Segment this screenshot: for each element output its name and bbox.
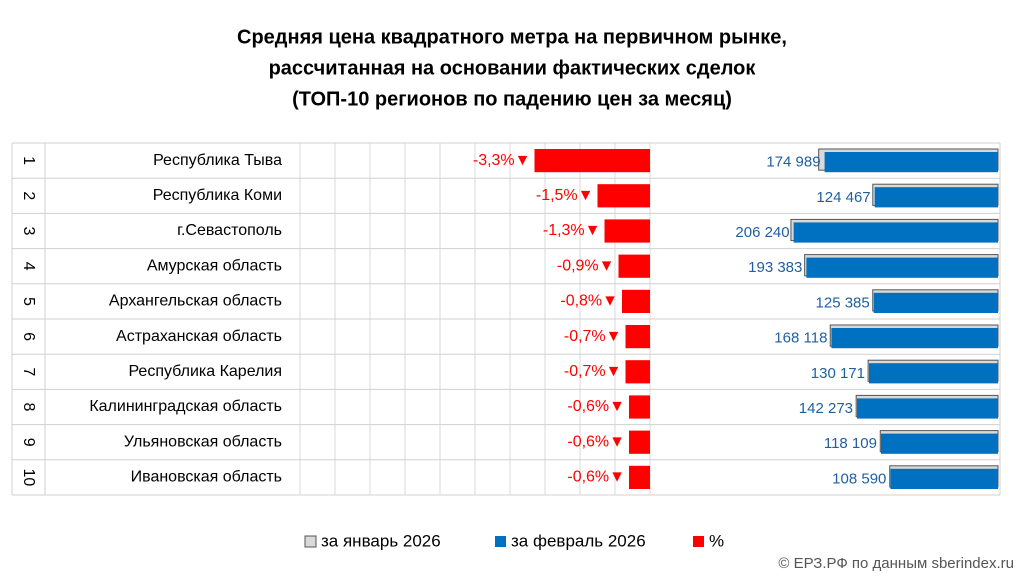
value-label: 130 171 — [811, 365, 865, 382]
value-label: 168 118 — [774, 330, 827, 347]
chart-title: (ТОП-10 регионов по падению цен за месяц… — [292, 88, 732, 110]
chart-title: Средняя цена квадратного метра на первич… — [237, 26, 787, 48]
value-label: -3,3%▼ — [473, 152, 531, 169]
value-label: 108 590 — [832, 470, 886, 487]
value-label: 124 467 — [816, 189, 870, 206]
bar — [874, 187, 998, 208]
legend-swatch — [304, 535, 317, 548]
value-label: -0,7%▼ — [564, 328, 622, 345]
category-label: г.Севастополь — [177, 222, 282, 239]
value-label: 142 273 — [799, 400, 853, 417]
bar — [618, 254, 650, 278]
row-number: 2 — [20, 191, 37, 200]
legend-label: за февраль 2026 — [511, 531, 646, 550]
legend-label: за январь 2026 — [321, 531, 441, 550]
bar — [629, 430, 650, 454]
value-label: -1,3%▼ — [543, 222, 601, 239]
value-label: -0,6%▼ — [567, 433, 625, 450]
bar — [857, 398, 998, 419]
bar — [625, 360, 650, 384]
value-label: -0,8%▼ — [560, 293, 618, 310]
category-label: Амурская область — [147, 257, 282, 274]
category-label: Республика Тыва — [153, 152, 282, 169]
bar — [622, 289, 650, 313]
category-label: Калининградская область — [89, 398, 282, 415]
bar — [869, 363, 998, 384]
row-number: 9 — [20, 438, 37, 447]
bar — [806, 257, 998, 278]
value-label: -0,9%▼ — [557, 257, 615, 274]
bar — [793, 222, 998, 243]
row-number: 6 — [20, 332, 37, 341]
value-label: 206 240 — [735, 224, 789, 241]
row-number: 8 — [20, 403, 37, 412]
bar — [629, 465, 650, 489]
category-label: Ульяновская область — [124, 433, 282, 450]
bar — [880, 433, 998, 454]
row-number: 1 — [20, 156, 37, 165]
row-number: 10 — [20, 469, 37, 487]
bar — [824, 152, 998, 173]
row-number: 7 — [20, 367, 37, 376]
chart-title: рассчитанная на основании фактических сд… — [269, 57, 757, 79]
legend-label: % — [709, 531, 724, 550]
bar — [831, 328, 998, 349]
legend-swatch — [495, 536, 506, 547]
bar — [597, 184, 650, 208]
value-label: -0,7%▼ — [564, 363, 622, 380]
value-label: -1,5%▼ — [536, 187, 594, 204]
value-label: 193 383 — [748, 259, 802, 276]
category-label: Ивановская область — [131, 469, 282, 486]
value-label: 174 989 — [766, 154, 820, 171]
legend-swatch — [693, 536, 704, 547]
row-number: 4 — [20, 262, 37, 271]
value-label: -0,6%▼ — [567, 469, 625, 486]
category-label: Астраханская область — [116, 328, 282, 345]
bar — [625, 325, 650, 349]
bar — [534, 149, 650, 173]
category-label: Архангельская область — [109, 293, 282, 310]
bar — [604, 219, 650, 243]
row-number: 3 — [20, 227, 37, 236]
value-label: 125 385 — [816, 294, 870, 311]
row-number: 5 — [20, 297, 37, 306]
source: © ЕРЗ.РФ по данным sberindex.ru — [778, 555, 1014, 572]
bar — [890, 468, 998, 489]
bar — [873, 292, 998, 313]
bar — [629, 395, 650, 419]
category-label: Республика Коми — [153, 187, 282, 204]
value-label: 118 109 — [824, 435, 877, 452]
value-label: -0,6%▼ — [567, 398, 625, 415]
category-label: Республика Карелия — [128, 363, 282, 380]
